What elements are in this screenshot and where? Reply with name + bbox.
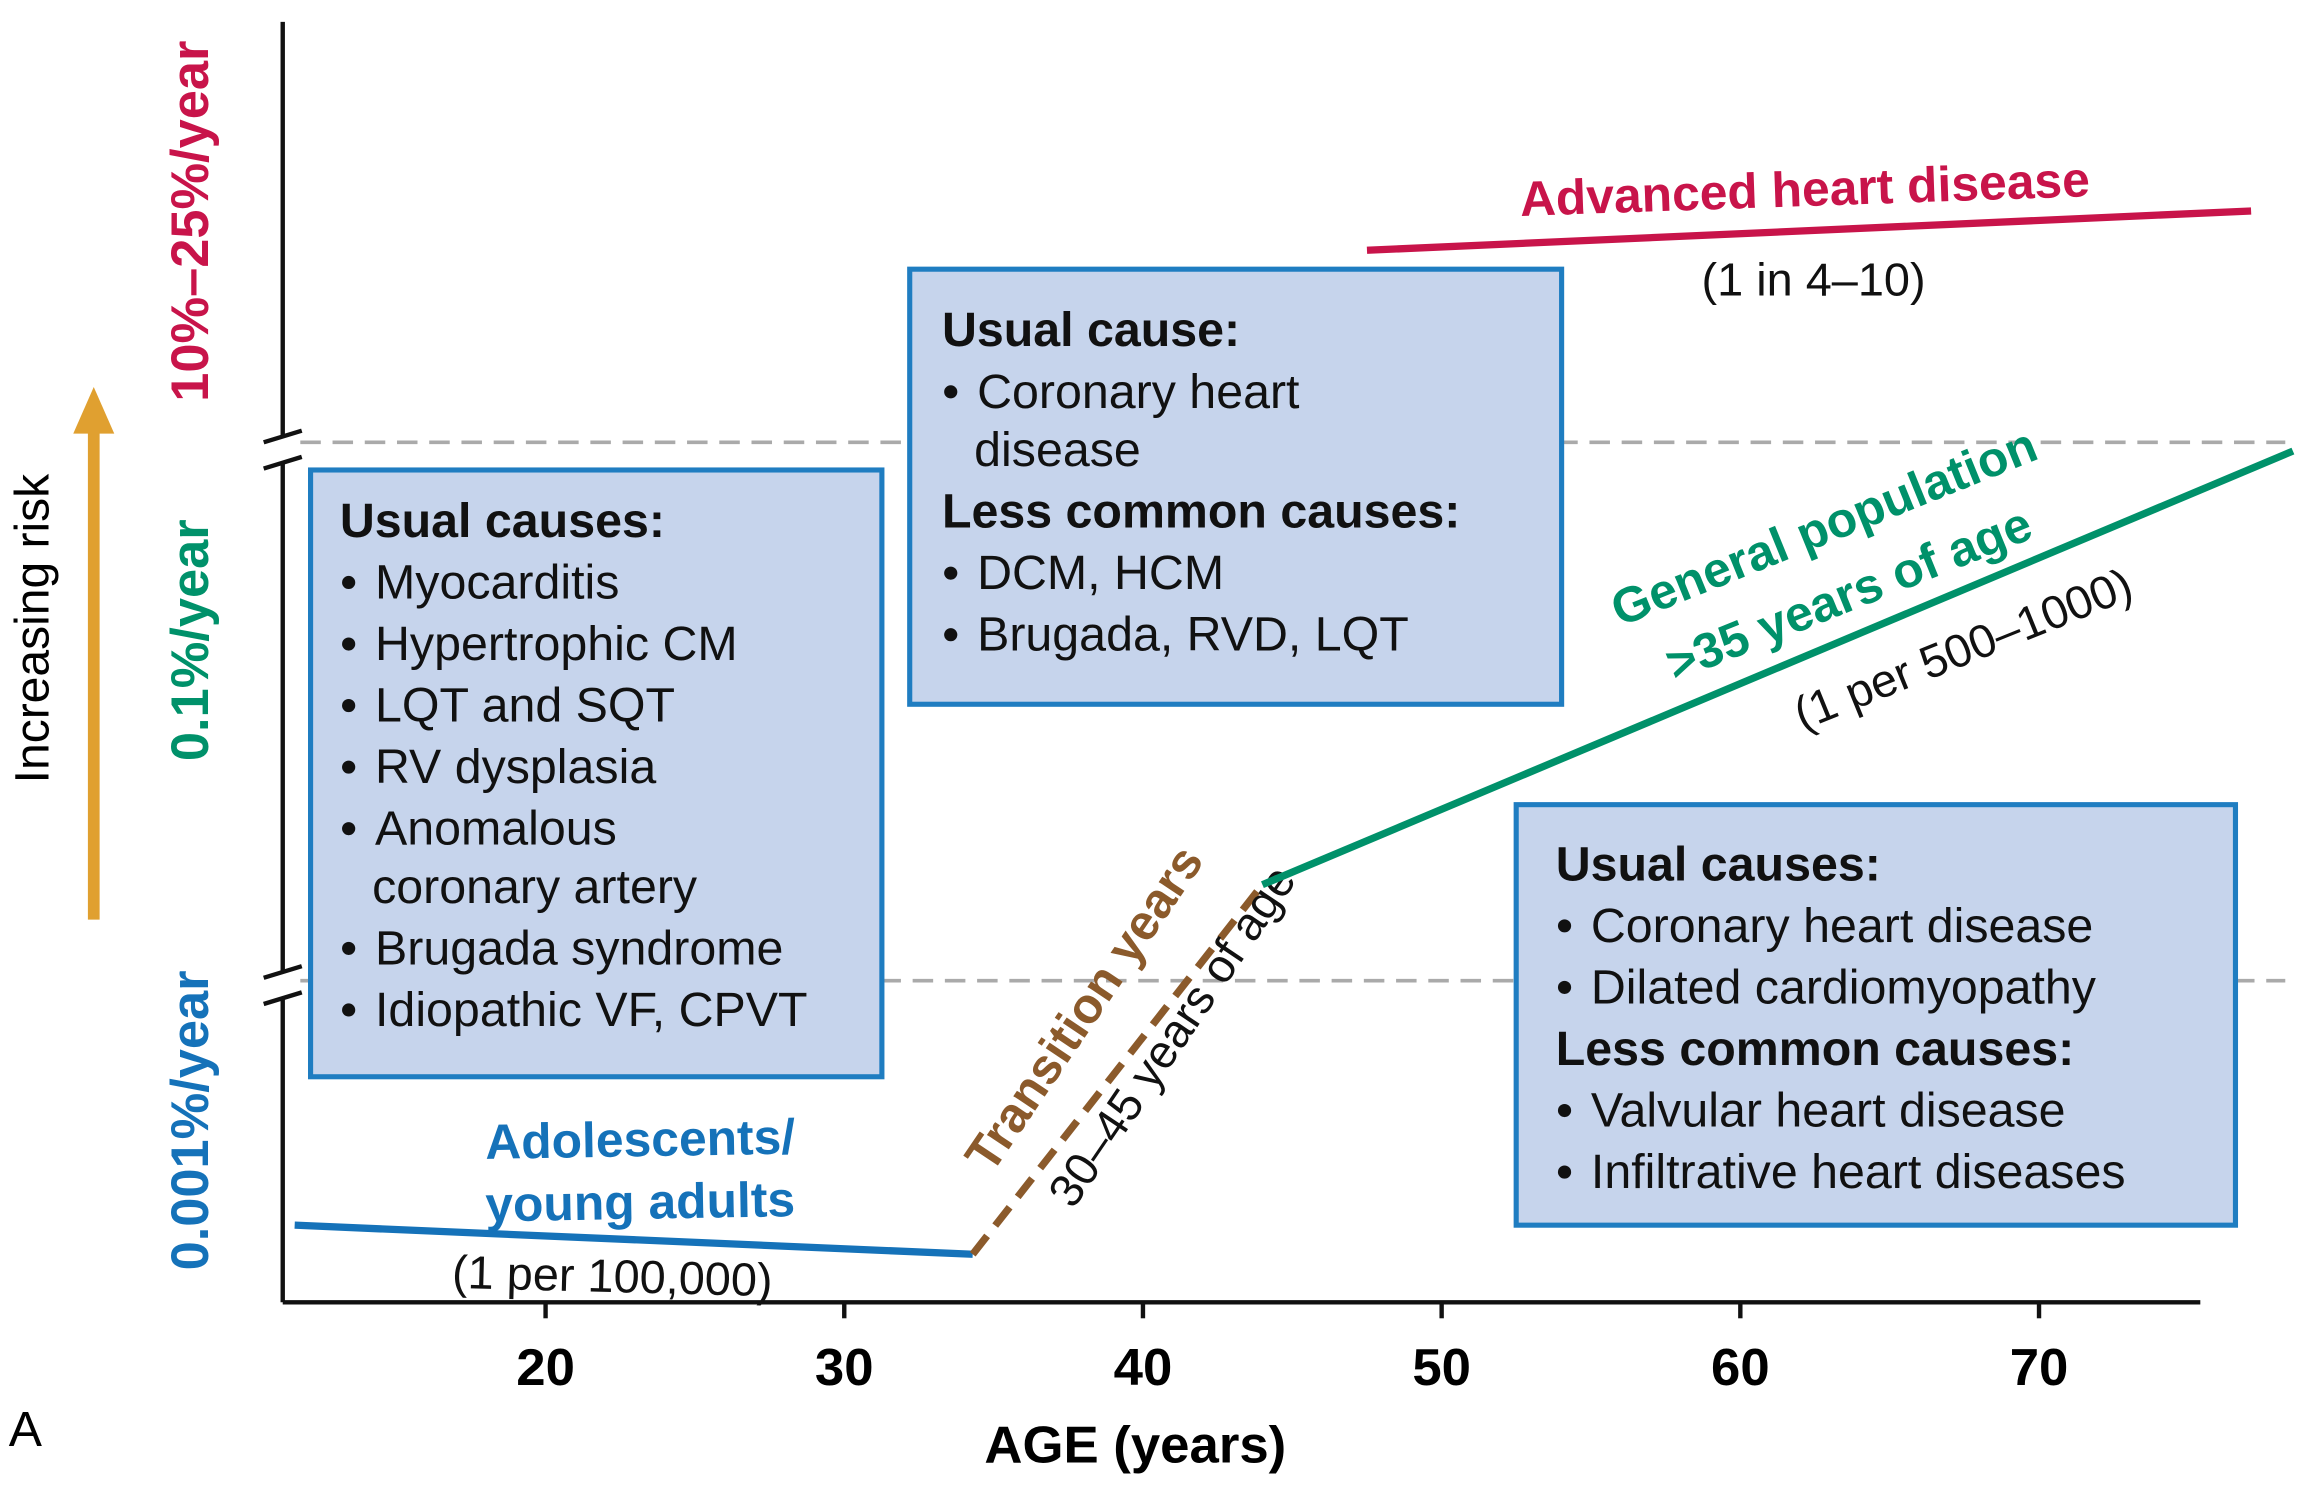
box-item: DCM, HCM <box>977 546 1224 600</box>
box-heading: Usual cause: <box>942 303 1240 357</box>
box-item: coronary artery <box>372 860 697 914</box>
risk-line <box>294 1221 973 1258</box>
bullet <box>342 575 356 590</box>
y-level-label: 10%–25%/year <box>161 41 220 402</box>
bullet <box>342 637 356 651</box>
box-background <box>1513 802 2239 1228</box>
box-item: Coronary heart disease <box>1591 899 2093 953</box>
box-item: Brugada, RVD, LQT <box>977 608 1409 662</box>
bullet <box>342 760 356 774</box>
box-heading: Usual causes: <box>340 494 665 548</box>
bullet <box>342 699 356 713</box>
y-level-label: 0.001%/year <box>161 970 220 1270</box>
panel-label: A <box>9 1401 42 1457</box>
box-item: Coronary heart <box>977 365 1300 419</box>
box-item: disease <box>974 423 1141 477</box>
bullet <box>1557 919 1572 933</box>
box-item: RV dysplasia <box>375 740 656 794</box>
box-background <box>907 266 1565 707</box>
box-item: Brugada syndrome <box>375 922 783 976</box>
x-tick-label: 70 <box>2010 1338 2069 1397</box>
series-rate: (1 per 100,000) <box>451 1246 773 1306</box>
risk-line <box>969 882 1266 1257</box>
cause-box: Usual causes: Coronary heart disease Dilat… <box>1513 802 2239 1228</box>
x-tick-label: 40 <box>1114 1338 1173 1397</box>
bullet <box>944 385 958 399</box>
x-axis-label: AGE (years) <box>984 1415 1286 1474</box>
series-label: Advanced heart disease <box>1519 151 2091 227</box>
box-background <box>308 467 885 1080</box>
cause-box: Usual causes: Myocarditis Hypertrophic CM L… <box>308 467 885 1080</box>
box-item: Dilated cardiomyopathy <box>1591 961 2096 1015</box>
axis-break <box>263 428 303 445</box>
x-tick-label: 20 <box>516 1338 575 1397</box>
x-tick-label: 50 <box>1412 1338 1471 1397</box>
series-label: young adults <box>485 1171 796 1232</box>
series-label: Adolescents/ <box>485 1109 796 1170</box>
box-item: Anomalous <box>375 802 617 856</box>
box-item: LQT and SQT <box>375 679 675 733</box>
box-item: Myocarditis <box>375 556 619 610</box>
box-heading: Less common causes: <box>942 485 1460 539</box>
bullet <box>342 941 356 955</box>
bullet <box>1557 1165 1572 1179</box>
series-rate: (1 in 4–10) <box>1702 253 1926 305</box>
box-item: Valvular heart disease <box>1591 1084 2066 1138</box>
y-axis-label: Increasing risk <box>5 473 59 783</box>
box-item: Idiopathic VF, CPVT <box>375 983 808 1037</box>
box-heading: Usual causes: <box>1556 837 1881 891</box>
bullet <box>1557 980 1572 994</box>
x-tick-label: 30 <box>815 1338 874 1397</box>
risk-line <box>1366 207 2252 254</box>
axis-break <box>263 964 303 980</box>
bullet <box>342 822 356 836</box>
box-heading: Less common causes: <box>1556 1022 2074 1076</box>
x-tick-label: 60 <box>1711 1338 1770 1397</box>
bullet <box>1557 1103 1572 1118</box>
box-item: Hypertrophic CM <box>375 617 738 671</box>
risk-arrow-head <box>73 387 115 434</box>
axis-break <box>263 990 303 1007</box>
bullet <box>944 566 958 580</box>
axis-break <box>263 454 303 471</box>
risk-line <box>1261 447 2295 889</box>
box-item: Infiltrative heart diseases <box>1591 1145 2126 1199</box>
bullet <box>944 628 958 642</box>
y-level-label: 0.1%/year <box>161 519 220 761</box>
bullet <box>342 1003 356 1017</box>
